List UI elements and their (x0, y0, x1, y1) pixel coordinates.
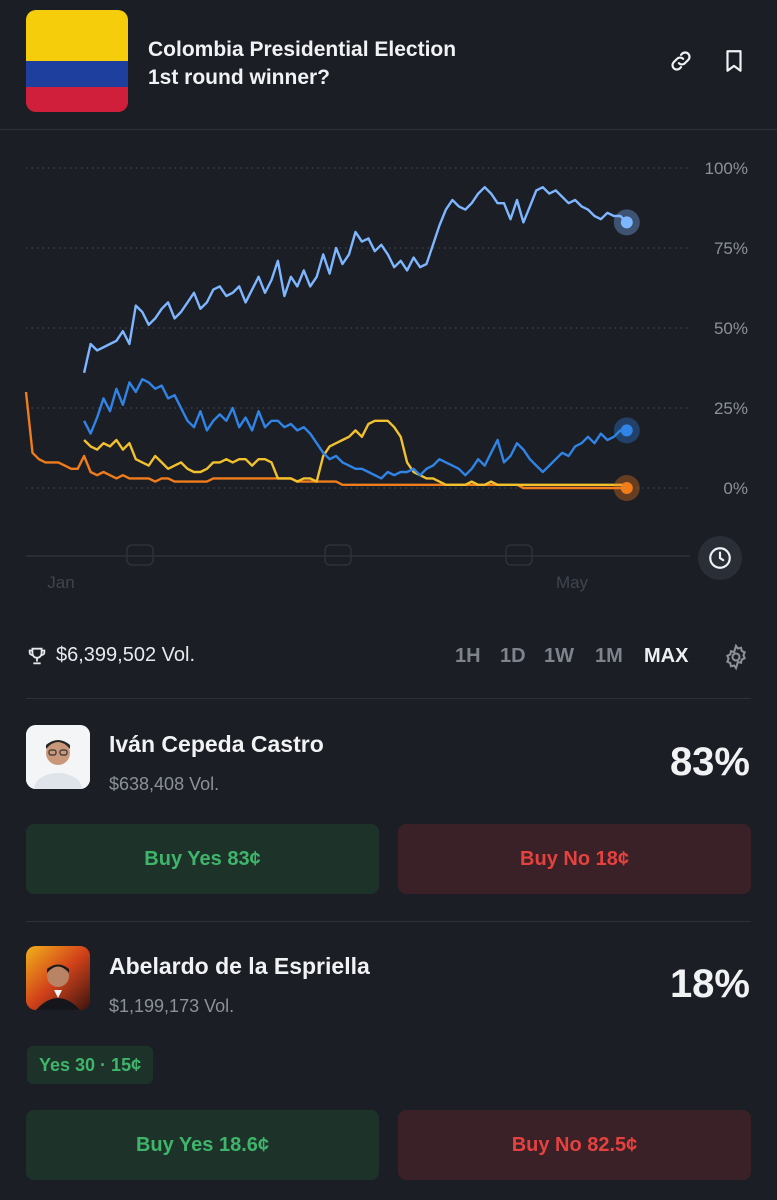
market-title-line1: Colombia Presidential Election (148, 38, 457, 61)
clock-icon[interactable] (698, 536, 742, 580)
y-tick-label: 25% (714, 399, 748, 418)
candidate-volume: $1,199,173 Vol. (109, 996, 235, 1016)
divider (26, 698, 751, 699)
buy-no-button[interactable]: Buy No 82.5¢ (398, 1110, 751, 1180)
y-tick-label: 0% (723, 479, 748, 498)
series-endpoint (620, 482, 633, 494)
range-1d[interactable]: 1D (500, 645, 526, 667)
timeline-handle[interactable] (126, 544, 154, 566)
stats-row: $6,399,502 Vol. 1H 1D 1W 1M MAX (0, 640, 777, 676)
market-title-line2: 1st round winner? (148, 66, 331, 89)
link-icon[interactable] (668, 48, 694, 74)
total-volume-label: $6,399,502 Vol. (56, 644, 196, 666)
range-1w[interactable]: 1W (544, 645, 574, 667)
candidate-avatar (26, 946, 90, 1010)
candidate-percent: 18% (669, 962, 750, 1006)
buy-yes-button[interactable]: Buy Yes 83¢ (26, 824, 379, 894)
candidate-avatar (26, 725, 90, 789)
series-line (83, 378, 627, 480)
range-max[interactable]: MAX (644, 645, 689, 667)
timeline-handle[interactable] (505, 544, 533, 566)
trophy-icon (28, 647, 46, 664)
position-pill[interactable]: Yes 30 · 15¢ (27, 1046, 154, 1084)
market-title: Colombia Presidential Election 1st round… (148, 36, 568, 92)
colombia-flag (26, 10, 128, 112)
bookmark-icon[interactable] (721, 48, 747, 74)
buy-yes-button[interactable]: Buy Yes 18.6¢ (26, 1110, 379, 1180)
market-header: Colombia Presidential Election 1st round… (0, 0, 777, 130)
total-volume: $6,399,502 Vol. (26, 644, 195, 667)
divider (26, 921, 751, 922)
candidate-volume: $638,408 Vol. (109, 774, 220, 794)
series-endpoint (620, 424, 633, 437)
price-history-chart: 100% 75% 50% 25% 0% Jan May (0, 140, 777, 610)
chart-svg: 100% 75% 50% 25% 0% Jan May (24, 159, 748, 592)
y-tick-label: 100% (705, 159, 748, 178)
timeline-handle[interactable] (324, 544, 352, 566)
y-tick-label: 75% (714, 239, 748, 258)
settings-gear-icon[interactable] (722, 643, 750, 671)
candidate-percent: 83% (669, 740, 750, 784)
x-tick-label: Jan (47, 573, 74, 592)
candidate-name: Abelardo de la Espriella (109, 953, 370, 979)
series-endpoint (620, 216, 633, 229)
series-line (82, 186, 628, 374)
series-line (24, 391, 627, 490)
x-tick-label: May (556, 573, 589, 592)
range-1h[interactable]: 1H (455, 645, 481, 667)
range-1m[interactable]: 1M (595, 645, 623, 667)
y-tick-label: 50% (714, 319, 748, 338)
candidate-name: Iván Cepeda Castro (109, 731, 324, 757)
series-line (83, 419, 627, 486)
buy-no-button[interactable]: Buy No 18¢ (398, 824, 751, 894)
